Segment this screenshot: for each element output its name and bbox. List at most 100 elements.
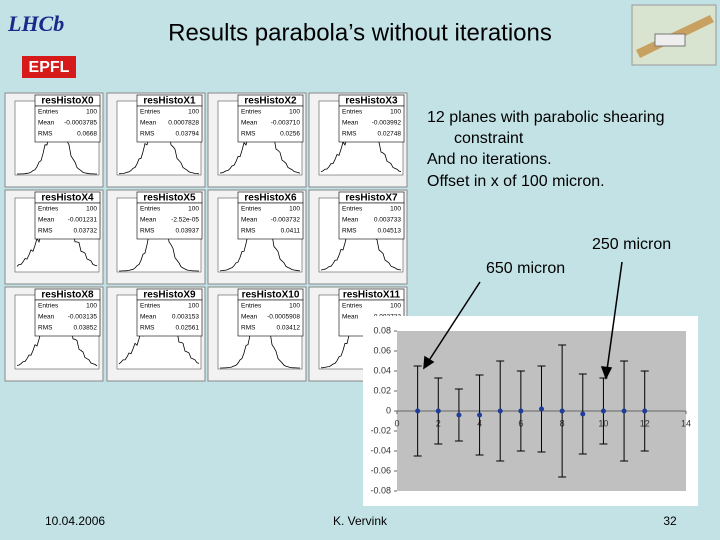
stat-value: 0.03794: [176, 131, 200, 138]
stat-value: 0.0668: [77, 131, 97, 138]
stat-value: -0.003135: [68, 314, 98, 321]
footer-page: 32: [663, 514, 677, 528]
stat-value: -0.001231: [68, 217, 98, 224]
stat-value: 0.03937: [176, 228, 200, 235]
footer-date: 10.04.2006: [45, 514, 105, 528]
logo-text: EPFL: [29, 59, 70, 76]
stat-label: RMS: [241, 131, 256, 138]
stats-box: [338, 105, 405, 143]
stat-value: 0.03412: [277, 325, 301, 332]
histogram-panel: resHistoX2 Entries 100 Mean -0.003710 RMS 0.02…: [207, 92, 307, 188]
y-tick-label: -0.06: [370, 465, 391, 475]
stat-label: Mean: [140, 120, 157, 127]
histogram-panel: resHistoX7 Entries 100 Mean 0.003733 RMS 0.045…: [308, 189, 408, 285]
stat-label: Mean: [140, 314, 157, 321]
stat-value: 100: [86, 206, 97, 213]
histogram-panel: resHistoX10 Entries 100 Mean -0.0005908 RMS 0.…: [207, 286, 307, 382]
stat-value: -0.0005908: [267, 314, 300, 321]
stat-label: RMS: [38, 325, 53, 332]
stat-value: 0.0256: [280, 131, 300, 138]
stat-label: Mean: [140, 217, 157, 224]
stat-label: RMS: [140, 325, 155, 332]
stat-label: Entries: [241, 303, 262, 310]
stat-value: 100: [188, 206, 199, 213]
stats-box: [34, 299, 101, 337]
point: [539, 406, 544, 412]
stat-label: Entries: [140, 206, 161, 213]
stats-box: [136, 299, 203, 337]
point: [642, 408, 648, 414]
stats-box: [237, 105, 304, 143]
stat-label: Entries: [38, 206, 59, 213]
point: [559, 408, 565, 414]
stat-label: RMS: [342, 228, 357, 235]
stat-value: 100: [188, 303, 199, 310]
stat-value: -0.003992: [372, 120, 402, 127]
stats-box: [237, 202, 304, 240]
stat-value: 0.02561: [176, 325, 200, 332]
stat-value: 0.03852: [74, 325, 98, 332]
y-tick-label: 0.08: [373, 325, 391, 335]
stat-value: 100: [390, 109, 401, 116]
histogram-title: resHistoX4: [41, 193, 94, 204]
point: [415, 408, 421, 414]
stat-value: -0.003710: [271, 120, 301, 127]
arrows: [423, 261, 623, 380]
histogram-grid: resHistoX0 Entries 100 Mean -0.0003785 RMS 0.0…: [4, 92, 408, 382]
stat-value: 0.0411: [281, 228, 301, 235]
histogram-title: resHistoX2: [244, 96, 297, 107]
point: [621, 408, 627, 414]
y-tick-label: 0.06: [373, 345, 391, 355]
histogram-panel: resHistoX5 Entries 100 Mean -2.52e-05 RMS 0.03…: [106, 189, 206, 285]
point: [497, 408, 503, 414]
note: 12 planes with parabolic shearing: [427, 109, 664, 126]
annotation: 650 micron: [486, 260, 565, 277]
stats-box: [34, 105, 101, 143]
stat-label: RMS: [342, 131, 357, 138]
histogram-title: resHistoX5: [143, 193, 196, 204]
y-tick-label: 0.04: [373, 365, 391, 375]
stat-label: RMS: [241, 325, 256, 332]
stat-value: 0.0007828: [168, 120, 199, 127]
stat-label: RMS: [140, 228, 155, 235]
stat-value: -0.003732: [271, 217, 301, 224]
stat-label: RMS: [38, 228, 53, 235]
stat-label: Entries: [241, 206, 262, 213]
y-tick-label: 0.02: [373, 385, 391, 395]
stat-label: RMS: [38, 131, 53, 138]
arrow-head: [600, 366, 613, 380]
x-tick-label: 14: [681, 418, 691, 428]
histogram-title: resHistoX3: [345, 96, 398, 107]
stats-box: [338, 202, 405, 240]
x-tick-label: 0: [394, 418, 399, 428]
stat-label: Mean: [241, 314, 258, 321]
stat-value: 0.03732: [74, 228, 98, 235]
note: constraint: [454, 130, 524, 147]
note: And no iterations.: [427, 151, 552, 168]
y-tick-label: -0.04: [370, 445, 391, 455]
histogram-panel: resHistoX9 Entries 100 Mean 0.003153 RMS 0.025…: [106, 286, 206, 382]
point: [518, 408, 524, 414]
histogram-title: resHistoX8: [41, 290, 94, 301]
y-tick-label: -0.08: [370, 485, 391, 495]
stat-label: Entries: [342, 303, 363, 310]
stat-value: -2.52e-05: [171, 217, 199, 224]
stat-value: 100: [86, 109, 97, 116]
histogram-title: resHistoX1: [143, 96, 196, 107]
stat-value: 0.02748: [378, 131, 402, 138]
histogram-panel: resHistoX0 Entries 100 Mean -0.0003785 RMS 0.0…: [4, 92, 104, 188]
note: Offset in x of 100 micron.: [427, 173, 605, 190]
stat-value: 100: [86, 303, 97, 310]
stats-box: [34, 202, 101, 240]
stat-label: Entries: [140, 303, 161, 310]
y-tick-label: -0.02: [370, 425, 391, 435]
histogram-title: resHistoX10: [242, 290, 300, 301]
stat-label: Entries: [342, 206, 363, 213]
histogram-title: resHistoX6: [244, 193, 297, 204]
stat-label: Mean: [241, 120, 258, 127]
stat-value: 100: [188, 109, 199, 116]
annotation: 250 micron: [592, 236, 671, 253]
stat-label: Entries: [342, 109, 363, 116]
y-tick-label: 0: [386, 405, 391, 415]
arrow: [427, 281, 481, 363]
